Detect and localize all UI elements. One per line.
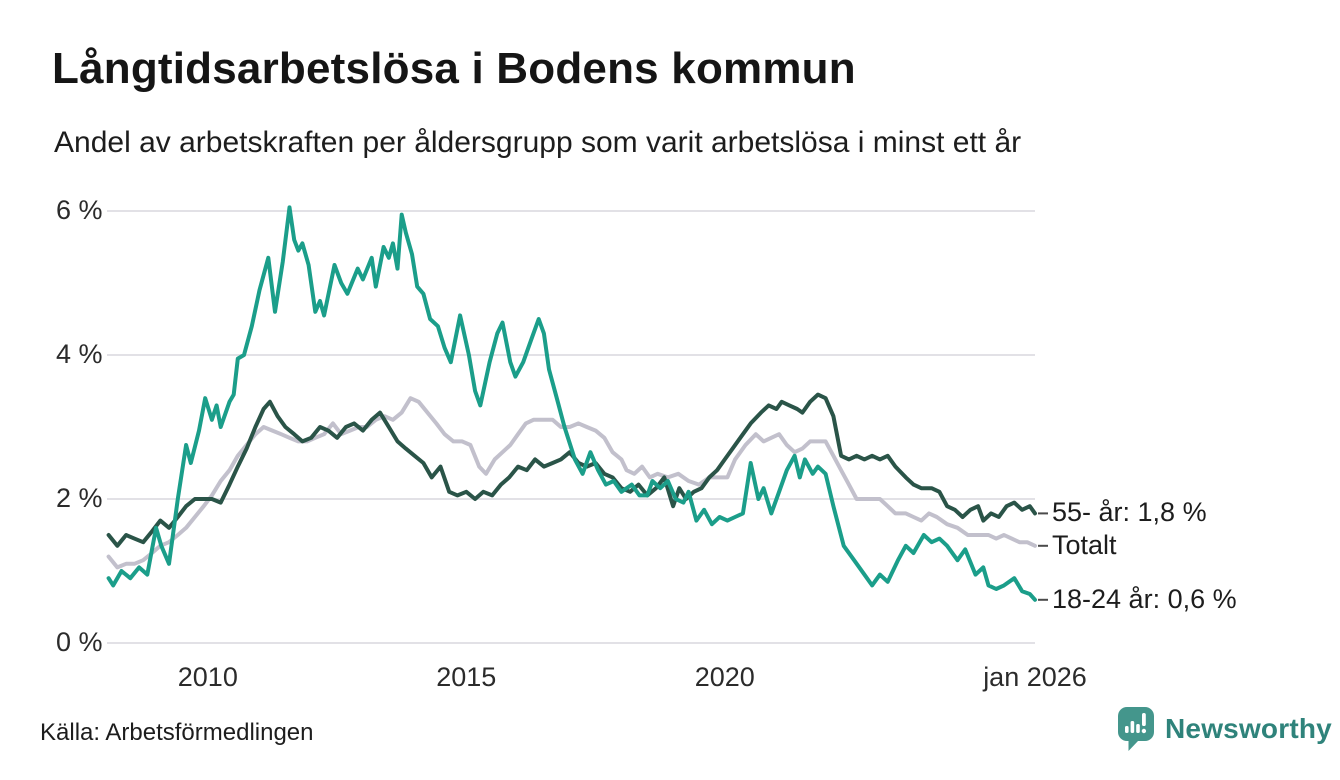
- newsworthy-bubble-chart-icon: [1118, 707, 1154, 751]
- y-axis-tick-label: 2 %: [56, 483, 103, 513]
- page-subtitle: Andel av arbetskraften per åldersgrupp s…: [54, 126, 1022, 159]
- y-axis-tick-label: 6 %: [56, 195, 103, 225]
- series-line-Totalt: [106, 396, 1037, 570]
- newsworthy-logo[interactable]: Newsworthy: [1116, 705, 1332, 753]
- x-axis-tick-label: 2015: [436, 662, 497, 692]
- newsworthy-logo-text: Newsworthy: [1165, 713, 1332, 744]
- series-end-label: 55- år: 1,8 %: [1052, 497, 1207, 528]
- x-axis-tick-label: 2010: [177, 662, 238, 692]
- x-axis-tick-label: jan 2026: [983, 662, 1087, 692]
- y-axis-tick-label: 0 %: [56, 627, 103, 657]
- series-line-55--år: [106, 392, 1037, 548]
- source-note: Källa: Arbetsförmedlingen: [40, 719, 314, 746]
- series-end-label: Totalt: [1052, 529, 1117, 560]
- series-line-18-24-år: [106, 205, 1037, 602]
- x-axis-tick-label: 2020: [694, 662, 755, 692]
- series-end-label: 18-24 år: 0,6 %: [1052, 583, 1237, 614]
- page-title: Långtidsarbetslösa i Bodens kommun: [52, 44, 856, 93]
- y-axis-tick-label: 4 %: [56, 339, 103, 369]
